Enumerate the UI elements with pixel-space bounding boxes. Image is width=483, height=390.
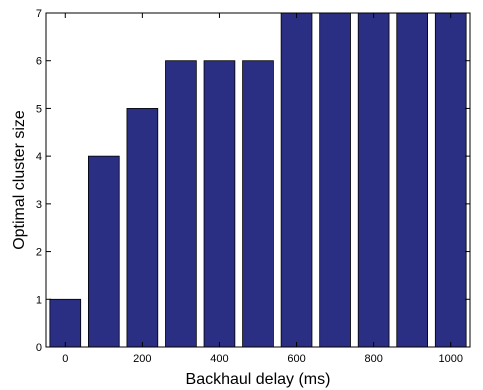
y-tick-label: 6 <box>36 56 42 68</box>
bar-100 <box>88 155 120 348</box>
y-tick-label: 1 <box>36 294 42 306</box>
y-tick-label: 7 <box>36 8 42 20</box>
y-tick-label: 5 <box>36 103 42 115</box>
ticks: 0 200 400 600 800 1000 0 1 2 3 4 5 6 7 <box>36 8 470 365</box>
y-tick-label: 0 <box>36 342 42 354</box>
bar-700 <box>319 12 351 348</box>
y-tick-label: 4 <box>36 151 42 163</box>
bar-500 <box>242 60 274 348</box>
x-tick-label: 800 <box>364 353 382 365</box>
bar-900 <box>396 12 429 348</box>
bar-800 <box>357 12 390 348</box>
bar-0 <box>49 298 82 348</box>
bar-1000 <box>434 12 467 348</box>
bar-400 <box>203 60 236 348</box>
y-tick-label: 2 <box>36 247 42 259</box>
x-tick-label: 0 <box>62 353 68 365</box>
x-axis-label: Backhaul delay (ms) <box>186 371 331 388</box>
y-tick-label: 3 <box>36 199 42 211</box>
axes-frame <box>45 12 471 348</box>
x-tick-label: 1000 <box>438 353 462 365</box>
bar-300 <box>165 60 197 348</box>
x-tick-label: 200 <box>133 353 151 365</box>
x-tick-label: 400 <box>210 353 228 365</box>
bars <box>49 12 467 348</box>
bar-600 <box>280 12 313 348</box>
y-axis-label: Optimal cluster size <box>11 110 28 250</box>
x-tick-label: 600 <box>287 353 305 365</box>
bar-200 <box>126 108 159 348</box>
